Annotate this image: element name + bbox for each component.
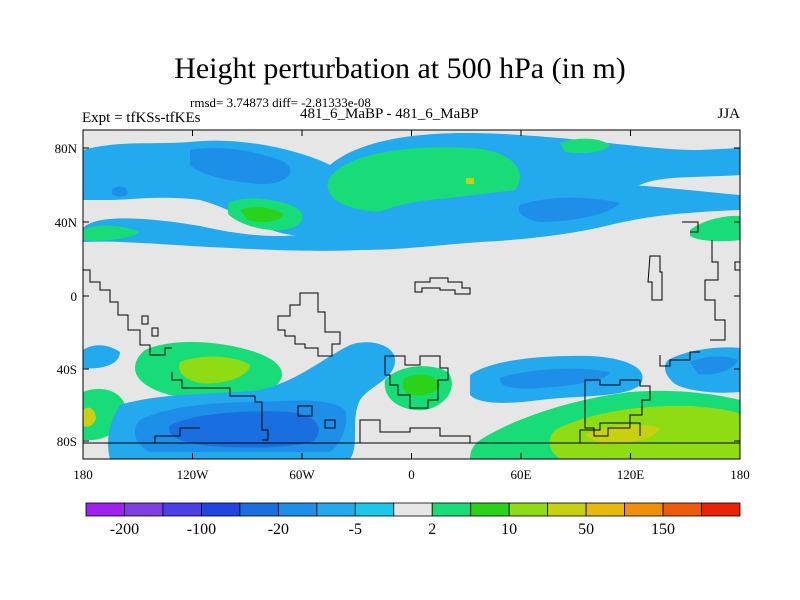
coastlines <box>83 221 740 459</box>
coast-asia-east <box>682 221 726 341</box>
contour-south-blue-west <box>83 345 120 369</box>
contour-field <box>83 130 740 459</box>
coast-maritime <box>659 351 700 367</box>
contour-south-yellowgreen-pacific <box>179 356 250 384</box>
contour-40n-green <box>83 225 140 241</box>
lat-tick-label: 80S <box>57 434 77 449</box>
coast-cuba <box>151 327 159 337</box>
colorbar-swatch <box>547 502 587 517</box>
lon-tick-label: 60E <box>511 467 532 482</box>
colorbar-label: 150 <box>651 521 675 538</box>
coast-australia <box>584 379 651 437</box>
contour-greenland-green <box>560 138 610 154</box>
colorbar-swatch <box>162 502 202 517</box>
coast-south-america <box>277 292 341 357</box>
contour-south-bright-atlantic <box>402 374 440 396</box>
coast-europe <box>414 277 471 295</box>
lon-tick-label: 120E <box>617 467 645 482</box>
colorbar-swatch <box>201 502 241 517</box>
colorbar-swatch <box>239 502 279 517</box>
colorbar-swatch <box>431 502 472 517</box>
contour-south-olive-east <box>585 424 660 445</box>
lon-axis: 180 120W 60W 0 60E 120E 180 <box>73 130 750 482</box>
stats-text: rmsd= 3.74873 diff= -2.81333e-08 <box>190 95 371 110</box>
colorbar-swatch <box>277 502 318 517</box>
season-label: JJA <box>717 106 740 122</box>
lat-tick-label: 80N <box>55 141 78 156</box>
colorbar-label: -200 <box>110 521 139 538</box>
colorbar-swatch <box>124 502 164 517</box>
case-label: 481_6_MaBP - 481_6_MaBP <box>300 106 479 122</box>
contour-north-blue-small <box>112 186 128 197</box>
coast-north-america <box>83 269 172 356</box>
lon-tick-label: 60W <box>289 467 315 482</box>
contour-east-asia-green <box>690 215 740 242</box>
colorbar-swatch <box>85 502 125 517</box>
lon-tick-label: 120W <box>177 467 210 482</box>
lat-tick-label: 0 <box>71 289 78 304</box>
colorbar-swatch <box>508 502 549 517</box>
colorbar-label: 50 <box>578 521 594 538</box>
lat-axis: 80N 40N 0 40S 80S <box>55 141 740 449</box>
lat-tick-label: 40S <box>57 362 77 377</box>
colorbar-swatch <box>585 502 625 517</box>
contour-south-blue-dark <box>169 411 319 448</box>
colorbar-swatch <box>470 502 510 517</box>
map-title: Height perturbation at 500 hPa (in m) <box>174 52 626 85</box>
colorbar-swatch <box>701 502 741 517</box>
lon-tick-label: 180 <box>730 467 750 482</box>
colorbar-swatch <box>354 502 395 517</box>
coast-baja <box>141 315 149 325</box>
contour-south-blue-indian-core <box>499 368 610 389</box>
colorbar-swatch <box>393 502 433 517</box>
colorbar-label: 10 <box>501 521 517 538</box>
contour-south-olive-west <box>83 407 96 427</box>
colorbar-label: -100 <box>187 521 216 538</box>
lat-tick-label: 40N <box>55 215 78 230</box>
colorbar-label: 2 <box>428 521 436 538</box>
coast-africa <box>384 355 449 409</box>
contour-north-blue-core <box>190 148 291 185</box>
colorbar-swatch <box>624 502 664 517</box>
coast-antarctica <box>83 419 740 444</box>
colorbar-swatch <box>662 502 702 517</box>
lon-tick-label: 0 <box>408 467 415 482</box>
experiment-label: Expt = tfKSs-tfKEs <box>82 110 201 126</box>
colorbar-label: -20 <box>268 521 289 538</box>
contour-north-bright-green <box>240 207 284 222</box>
contour-south-blue-east-core <box>690 356 738 375</box>
coast-islands <box>297 261 740 429</box>
colorbar-label: -5 <box>349 521 362 538</box>
colorbar-swatch <box>316 502 356 517</box>
coast-central-america <box>171 372 255 397</box>
coast-south-america-tail <box>254 396 269 441</box>
colorbar: -200 -100 -20 -5 2 10 50 150 <box>85 502 741 538</box>
coast-asia-east-2 <box>647 255 663 301</box>
contour-40n-blue-core <box>518 197 620 222</box>
contour-north-olive-spot <box>466 178 474 184</box>
lon-tick-label: 180 <box>73 467 93 482</box>
